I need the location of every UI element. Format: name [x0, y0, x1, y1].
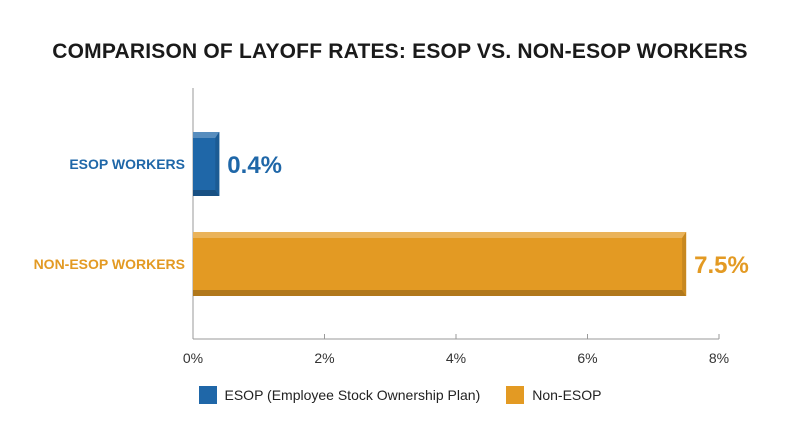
- x-tick-label-0: 0%: [183, 350, 203, 366]
- x-tick-label-4: 8%: [709, 350, 729, 366]
- legend: ESOP (Employee Stock Ownership Plan) Non…: [0, 386, 800, 404]
- value-label-1: 7.5%: [694, 252, 749, 279]
- bar-0-bottom-bevel: [193, 190, 220, 196]
- x-tick-label-2: 4%: [446, 350, 466, 366]
- bar-0: [193, 132, 220, 196]
- legend-label-esop: ESOP (Employee Stock Ownership Plan): [224, 387, 481, 403]
- legend-swatch-esop: [198, 386, 217, 404]
- bar-1-bottom-bevel: [193, 290, 687, 296]
- value-label-0: 0.4%: [227, 152, 282, 179]
- bar-group-0: [193, 132, 220, 196]
- bar-1: [193, 232, 687, 296]
- legend-label-non-esop: Non-ESOP: [532, 387, 602, 403]
- category-label-0: ESOP WORKERS: [69, 156, 185, 172]
- chart-title: COMPARISON OF LAYOFF RATES: ESOP VS. NON…: [52, 40, 748, 63]
- bar-1-top-bevel: [193, 232, 687, 238]
- bar-group-1: [193, 232, 687, 296]
- legend-swatch-non-esop: [506, 386, 525, 404]
- legend-item-esop: ESOP (Employee Stock Ownership Plan): [198, 386, 481, 404]
- legend-item-non-esop: Non-ESOP: [506, 386, 602, 404]
- category-label-1: NON-ESOP WORKERS: [34, 256, 185, 272]
- bar-1-right-bevel: [682, 232, 687, 296]
- bar-0-top-bevel: [193, 132, 220, 138]
- x-tick-label-3: 6%: [577, 350, 597, 366]
- x-tick-label-1: 2%: [314, 350, 334, 366]
- bar-0-right-bevel: [215, 132, 220, 196]
